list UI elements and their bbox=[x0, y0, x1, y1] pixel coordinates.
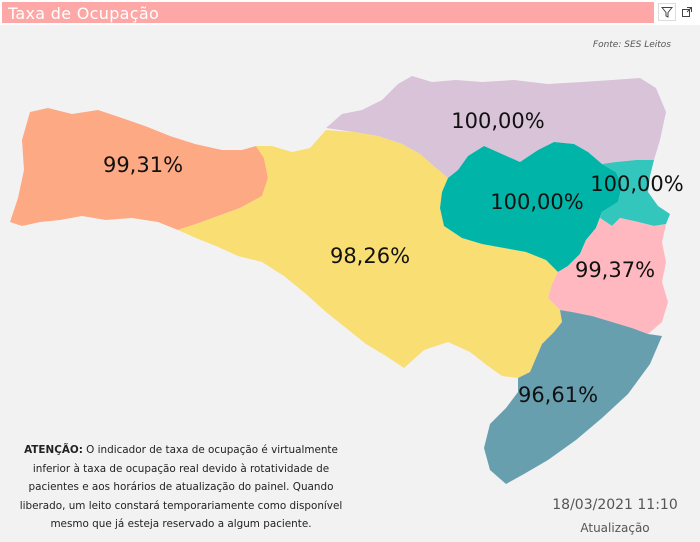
region-label-foz-itajai: 100,00% bbox=[590, 172, 683, 196]
region-west[interactable] bbox=[10, 108, 268, 230]
update-datetime: 18/03/2021 11:10 bbox=[552, 497, 678, 513]
santa-catarina-map: 99,31% 100,00% 98,26% 100,00% 100,00% 99… bbox=[10, 76, 684, 484]
warning-bold: ATENÇÃO: bbox=[24, 444, 83, 456]
region-center[interactable] bbox=[178, 130, 562, 378]
region-label-center: 98,26% bbox=[330, 244, 410, 268]
visual-header: Taxa de Ocupação bbox=[0, 0, 700, 25]
filter-button[interactable] bbox=[658, 3, 676, 21]
region-label-south: 96,61% bbox=[518, 383, 598, 407]
filter-icon bbox=[661, 7, 673, 18]
warning-note: ATENÇÃO: O indicador de taxa de ocupação… bbox=[12, 441, 350, 534]
region-south[interactable] bbox=[484, 310, 662, 484]
region-vale-itajai[interactable] bbox=[440, 142, 622, 272]
region-grande-florianopolis[interactable] bbox=[548, 218, 668, 334]
source-note: Fonte: SES Leitos bbox=[592, 40, 671, 50]
update-label: Atualização bbox=[580, 521, 650, 535]
focus-mode-button[interactable] bbox=[678, 3, 696, 21]
visual-title: Taxa de Ocupação bbox=[8, 4, 160, 23]
region-label-vale-itajai: 100,00% bbox=[490, 190, 583, 214]
region-label-planalto-norte: 100,00% bbox=[451, 109, 544, 133]
expand-icon bbox=[682, 7, 692, 17]
title-bar: Taxa de Ocupação bbox=[2, 2, 654, 23]
warning-text: O indicador de taxa de ocupação é virtua… bbox=[19, 444, 343, 530]
region-label-grande-florianopolis: 99,37% bbox=[575, 258, 655, 282]
region-label-west: 99,31% bbox=[103, 153, 183, 177]
region-foz-itajai[interactable] bbox=[600, 160, 670, 226]
region-planalto-norte[interactable] bbox=[326, 76, 666, 178]
